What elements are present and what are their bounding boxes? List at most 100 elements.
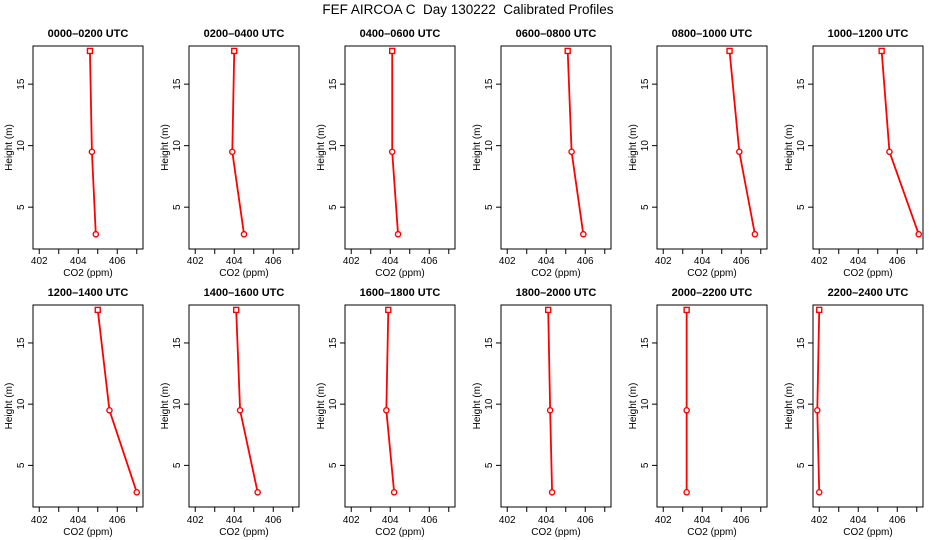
- x-tick-label: 406: [421, 515, 438, 526]
- panel-1200-1400: 1200–1400 UTC 402 404 406 5 10 15 CO2 (ppm) Heig…: [4, 287, 144, 538]
- y-axis-label: Height (m): [472, 124, 483, 171]
- x-tick-label: 404: [538, 256, 555, 267]
- x-tick-label: 404: [538, 515, 555, 526]
- y-tick-label: 10: [328, 398, 339, 410]
- x-tick-label: 406: [109, 256, 126, 267]
- plot-box: [656, 45, 768, 250]
- y-axis-label: Height (m): [628, 124, 639, 171]
- x-tick-label: 404: [70, 515, 87, 526]
- x-tick-label: 402: [187, 256, 204, 267]
- x-tick-label: 402: [499, 515, 516, 526]
- x-tick-label: 402: [655, 515, 672, 526]
- profile-point: [751, 230, 759, 238]
- profile-point: [915, 230, 923, 238]
- x-axis-label: CO2 (ppm): [531, 527, 580, 538]
- panel-0800-1000: 0800–1000 UTC 402 404 406 5 10 15 CO2 (ppm) Heig…: [628, 28, 768, 279]
- x-tick-label: 406: [733, 256, 750, 267]
- x-tick-label: 402: [655, 256, 672, 267]
- profile-line: [385, 309, 396, 493]
- y-axis-label: Height (m): [316, 383, 327, 430]
- y-tick-label: 15: [484, 337, 495, 349]
- profile-point: [568, 148, 575, 156]
- panel-title: 0200–0400 UTC: [204, 28, 285, 40]
- y-tick-label: 15: [328, 78, 339, 90]
- y-axis-label: Height (m): [4, 124, 15, 171]
- y-axis-label: Height (m): [784, 124, 795, 171]
- x-tick-label: 406: [265, 515, 282, 526]
- y-tick-label: 5: [328, 204, 339, 210]
- plot-box: [500, 45, 612, 250]
- y-tick-label: 15: [484, 78, 495, 90]
- y-axis-label: Height (m): [628, 383, 639, 430]
- profile-point: [878, 47, 885, 55]
- x-axis-label: CO2 (ppm): [687, 268, 736, 279]
- panel-2000-2200: 2000–2200 UTC 402 404 406 5 10 15 CO2 (ppm) Heig…: [628, 287, 768, 538]
- panel-1400-1600: 1400–1600 UTC 402 404 406 5 10 15 CO2 (ppm) Heig…: [160, 287, 300, 538]
- x-tick-label: 404: [226, 515, 243, 526]
- y-tick-label: 10: [16, 398, 27, 410]
- x-tick-label: 404: [850, 515, 867, 526]
- profile-point: [388, 148, 396, 156]
- x-tick-label: 402: [343, 515, 360, 526]
- profile-point: [228, 148, 236, 156]
- profile-point: [886, 148, 893, 156]
- plot-box: [188, 45, 300, 250]
- profile-line: [880, 50, 920, 235]
- y-tick-label: 15: [328, 337, 339, 349]
- profile-line: [235, 309, 259, 493]
- profile-point: [580, 230, 587, 238]
- x-tick-label: 404: [694, 256, 711, 267]
- x-axis-label: CO2 (ppm): [843, 527, 892, 538]
- profile-point: [683, 406, 690, 414]
- x-tick-label: 402: [31, 515, 48, 526]
- profile-line: [816, 309, 821, 493]
- x-axis-label: CO2 (ppm): [687, 527, 736, 538]
- x-tick-label: 402: [811, 256, 828, 267]
- y-tick-label: 10: [172, 140, 183, 152]
- profile-point: [813, 406, 821, 414]
- y-tick-label: 5: [16, 204, 27, 210]
- y-axis-label: Height (m): [472, 383, 483, 430]
- profile-line: [391, 50, 399, 235]
- x-tick-label: 406: [889, 515, 906, 526]
- y-tick-label: 15: [796, 78, 807, 90]
- y-axis-label: Height (m): [4, 383, 15, 430]
- x-axis-label: CO2 (ppm): [843, 268, 892, 279]
- x-tick-label: 406: [265, 256, 282, 267]
- panel-title: 0400–0600 UTC: [360, 28, 441, 40]
- profile-point: [736, 148, 743, 156]
- y-tick-label: 10: [640, 140, 651, 152]
- x-tick-label: 406: [109, 515, 126, 526]
- profile-point: [544, 306, 552, 314]
- profile-point: [388, 47, 396, 55]
- x-tick-label: 404: [382, 256, 399, 267]
- profile-point: [385, 306, 392, 314]
- y-tick-label: 15: [172, 337, 183, 349]
- panel-title: 1600–1800 UTC: [360, 287, 441, 299]
- panel-0600-0800: 0600–0800 UTC 402 404 406 5 10 15 CO2 (ppm) Heig…: [472, 28, 612, 279]
- panel-2200-2400: 2200–2400 UTC 402 404 406 5 10 15 CO2 (ppm) Heig…: [784, 287, 924, 538]
- y-tick-label: 10: [796, 140, 807, 152]
- plot-box: [32, 304, 144, 508]
- y-tick-label: 15: [16, 78, 27, 90]
- x-axis-label: CO2 (ppm): [375, 527, 424, 538]
- profile-point: [383, 406, 390, 414]
- profile-point: [88, 148, 96, 156]
- panel-1800-2000: 1800–2000 UTC 402 404 406 5 10 15 CO2 (ppm) Heig…: [472, 287, 612, 538]
- x-tick-label: 404: [226, 256, 243, 267]
- page-title: FEF AIRCOA C Day 130222 Calibrated Profi…: [322, 2, 614, 17]
- y-tick-label: 15: [172, 78, 183, 90]
- profile-point: [816, 306, 823, 314]
- profile-point: [236, 406, 244, 414]
- x-axis-label: CO2 (ppm): [63, 527, 112, 538]
- y-tick-label: 5: [640, 204, 651, 210]
- y-tick-label: 5: [172, 204, 183, 210]
- plot-box: [344, 45, 456, 250]
- plot-box: [32, 45, 144, 250]
- y-tick-label: 10: [16, 140, 27, 152]
- x-tick-label: 402: [187, 515, 204, 526]
- plot-box: [344, 304, 456, 508]
- panel-0000-0200: 0000–0200 UTC 402 404 406 5 10 15 CO2 (ppm) Heig…: [4, 28, 144, 279]
- y-tick-label: 5: [796, 462, 807, 468]
